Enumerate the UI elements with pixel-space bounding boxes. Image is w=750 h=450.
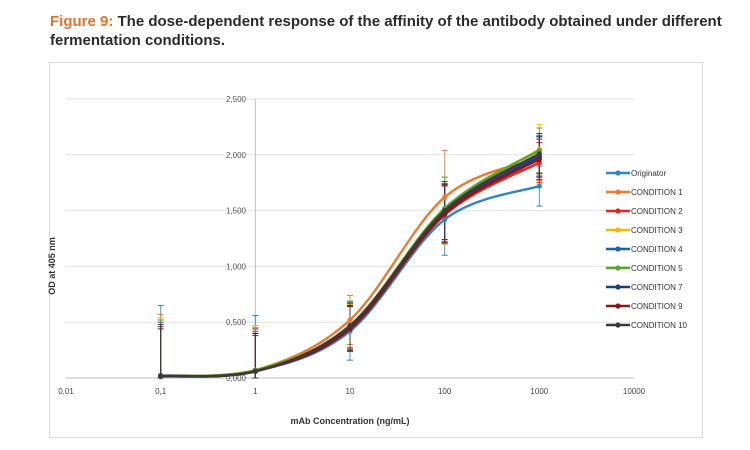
chart-frame bbox=[49, 62, 703, 438]
legend-label: CONDITION 2 bbox=[631, 207, 683, 216]
legend-marker bbox=[615, 189, 621, 195]
x-tick-label: 0,1 bbox=[155, 387, 167, 396]
data-point bbox=[158, 373, 164, 379]
legend-marker bbox=[615, 227, 621, 233]
legend-label: CONDITION 7 bbox=[631, 283, 683, 292]
x-tick-label: 100 bbox=[438, 387, 452, 396]
legend-label: CONDITION 3 bbox=[631, 226, 683, 235]
data-point bbox=[442, 216, 448, 223]
legend-label: CONDITION 9 bbox=[631, 302, 683, 311]
legend-marker bbox=[615, 246, 621, 252]
data-point bbox=[442, 194, 448, 200]
legend-marker bbox=[615, 303, 621, 309]
x-tick-label: 1 bbox=[253, 387, 258, 396]
legend-marker bbox=[615, 170, 621, 176]
data-point bbox=[442, 208, 448, 214]
x-tick-label: 10 bbox=[346, 387, 355, 396]
y-tick-label: 2,000 bbox=[226, 151, 247, 160]
figure-caption-text: The dose-dependent response of the affin… bbox=[50, 13, 722, 49]
legend-marker bbox=[615, 322, 621, 328]
legend-label: CONDITION 4 bbox=[631, 245, 683, 254]
data-point bbox=[536, 151, 542, 157]
legend-label: CONDITION 10 bbox=[631, 321, 688, 330]
data-point bbox=[252, 368, 258, 374]
y-tick-label: 0,500 bbox=[226, 318, 247, 327]
legend-label: Originator bbox=[631, 169, 666, 178]
figure-caption: Figure 9: The dose-dependent response of… bbox=[50, 12, 730, 50]
legend-marker bbox=[615, 208, 621, 214]
data-point bbox=[536, 183, 542, 189]
figure-number: Figure 9: bbox=[50, 13, 114, 30]
x-tick-label: 1000 bbox=[530, 387, 548, 396]
data-point bbox=[347, 317, 353, 323]
data-point bbox=[347, 322, 353, 329]
legend-marker bbox=[615, 284, 621, 290]
data-point bbox=[536, 156, 542, 162]
legend-label: CONDITION 5 bbox=[631, 264, 683, 273]
legend-label: CONDITION 1 bbox=[631, 188, 683, 197]
x-axis-label: mAb Concentration (ng/mL) bbox=[290, 416, 410, 426]
legend-marker bbox=[615, 265, 621, 271]
y-tick-label: 2,500 bbox=[226, 95, 247, 104]
y-tick-label: 0,000 bbox=[226, 374, 247, 383]
y-tick-label: 1,000 bbox=[226, 262, 247, 271]
series-line bbox=[160, 152, 540, 378]
y-tick-label: 1,500 bbox=[226, 207, 247, 216]
y-axis-label: OD at 405 nm bbox=[47, 237, 57, 295]
x-tick-label: 0,01 bbox=[58, 387, 74, 396]
x-tick-label: 10000 bbox=[623, 387, 646, 396]
